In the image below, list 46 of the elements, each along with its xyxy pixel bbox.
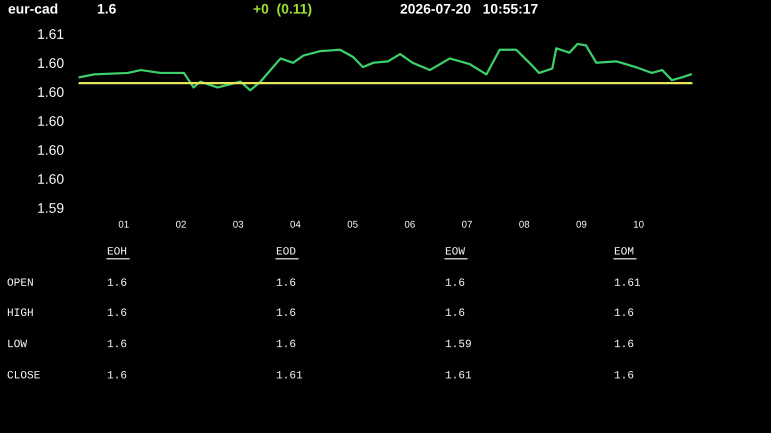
chart-title: eur-cad: [8, 4, 58, 14]
text: +0 (0.11): [254, 4, 312, 16]
text: 1.6: [446, 308, 464, 316]
text: 1.61: [276, 370, 302, 378]
text: 1.61: [446, 370, 472, 378]
text: 1.61: [614, 278, 640, 286]
y-tick-label: 1.61: [38, 29, 64, 39]
x-tick-label: 06: [404, 220, 415, 228]
y-tick-label: 1.60: [38, 87, 64, 97]
x-tick-label: 02: [176, 220, 186, 228]
text: 1.6: [108, 370, 126, 378]
x-tick-label: 09: [576, 220, 586, 228]
y-tick-label: 1.60: [38, 116, 64, 126]
x-tick-label: 10: [634, 220, 644, 228]
category-label: LOW: [8, 340, 27, 348]
x-tick-label: 03: [233, 220, 244, 228]
x-tick-label: 05: [348, 220, 358, 228]
x-tick-label: 07: [462, 220, 472, 228]
text: 1.6: [108, 308, 126, 316]
text: 1.6: [276, 278, 296, 286]
text: 1.6: [108, 340, 126, 348]
category-label: EOD: [276, 247, 296, 255]
y-tick-label: 1.60: [38, 58, 64, 68]
text: 1.6: [276, 308, 296, 316]
x-tick-label: 08: [519, 220, 530, 228]
category-label: HIGH: [8, 308, 33, 316]
text: 2026-07-20 10:55:17: [400, 4, 538, 14]
text: 1.6: [614, 370, 634, 378]
text: 1.6: [276, 340, 296, 348]
category-label: OPEN: [8, 278, 33, 286]
text: 1.6: [614, 308, 634, 316]
text: 1.6: [108, 278, 126, 286]
category-label: EOH: [108, 247, 126, 255]
category-label: EOM: [614, 247, 634, 255]
y-tick-label: 1.60: [38, 145, 64, 155]
x-tick-label: 01: [118, 220, 129, 228]
line-series: [78, 42, 692, 92]
text: 1.6: [446, 278, 464, 286]
text: 1.6: [98, 4, 116, 14]
text: 1.59: [446, 340, 471, 348]
category-label: EOW: [446, 247, 465, 255]
category-label: CLOSE: [8, 370, 40, 378]
x-tick-label: 04: [290, 220, 301, 228]
text: 1.6: [614, 340, 634, 348]
y-tick-label: 1.59: [38, 203, 64, 213]
y-tick-label: 1.60: [38, 174, 64, 184]
